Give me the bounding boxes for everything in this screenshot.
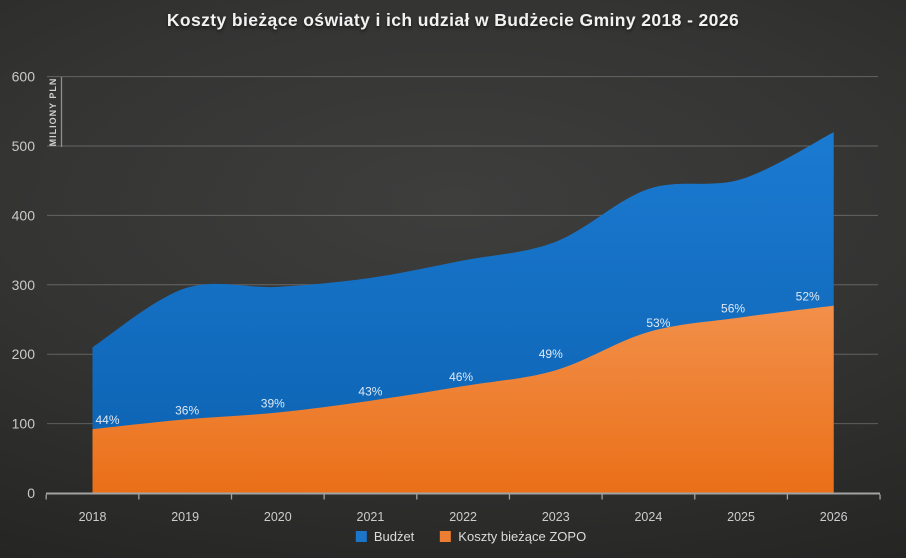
- percent-label-2024: 53%: [646, 316, 670, 330]
- y-tick-label-100: 100: [12, 416, 36, 432]
- y-tick-label-400: 400: [12, 207, 36, 223]
- x-label-2020: 2020: [264, 510, 292, 524]
- percent-label-2019: 36%: [175, 403, 199, 417]
- area-series-koszty: [92, 305, 834, 493]
- percent-label-2022: 46%: [449, 370, 473, 384]
- y-tick-label-200: 200: [12, 346, 36, 362]
- x-label-2019: 2019: [171, 510, 199, 524]
- percent-label-2021: 43%: [358, 385, 382, 399]
- legend-label-budzet: Budżet: [373, 529, 415, 544]
- legend-swatch-budzet: [355, 531, 367, 542]
- percent-label-2023: 49%: [539, 347, 563, 361]
- axes: [45, 492, 881, 500]
- y-tick-label-300: 300: [12, 277, 36, 293]
- x-label-2024: 2024: [634, 510, 662, 524]
- percent-label-2026: 52%: [796, 290, 820, 304]
- percent-label-2018: 44%: [95, 413, 119, 427]
- x-label-2025: 2025: [727, 510, 755, 524]
- percent-label-2020: 39%: [261, 396, 285, 410]
- legend-swatch-koszty: [440, 531, 452, 542]
- area-series: [92, 132, 834, 493]
- chart-title: Koszty bieżące oświaty i ich udział w Bu…: [166, 10, 740, 30]
- y-tick-label-500: 500: [12, 138, 36, 154]
- labels: 0 100 200 300 400 500 600 2018 2019 2020 2021 2022 2…: [12, 69, 848, 524]
- legend: Budżet Koszty bieżące ZOPO: [355, 529, 587, 544]
- percent-label-2025: 56%: [721, 301, 745, 315]
- y-tick-label-0: 0: [27, 485, 35, 501]
- legend-label-koszty: Koszty bieżące ZOPO: [458, 529, 587, 544]
- x-label-2022: 2022: [449, 510, 477, 524]
- x-label-2018: 2018: [79, 510, 107, 524]
- y-tick-label-600: 600: [12, 69, 36, 85]
- x-label-2026: 2026: [820, 510, 848, 524]
- x-label-2023: 2023: [542, 510, 570, 524]
- x-label-2021: 2021: [357, 510, 385, 524]
